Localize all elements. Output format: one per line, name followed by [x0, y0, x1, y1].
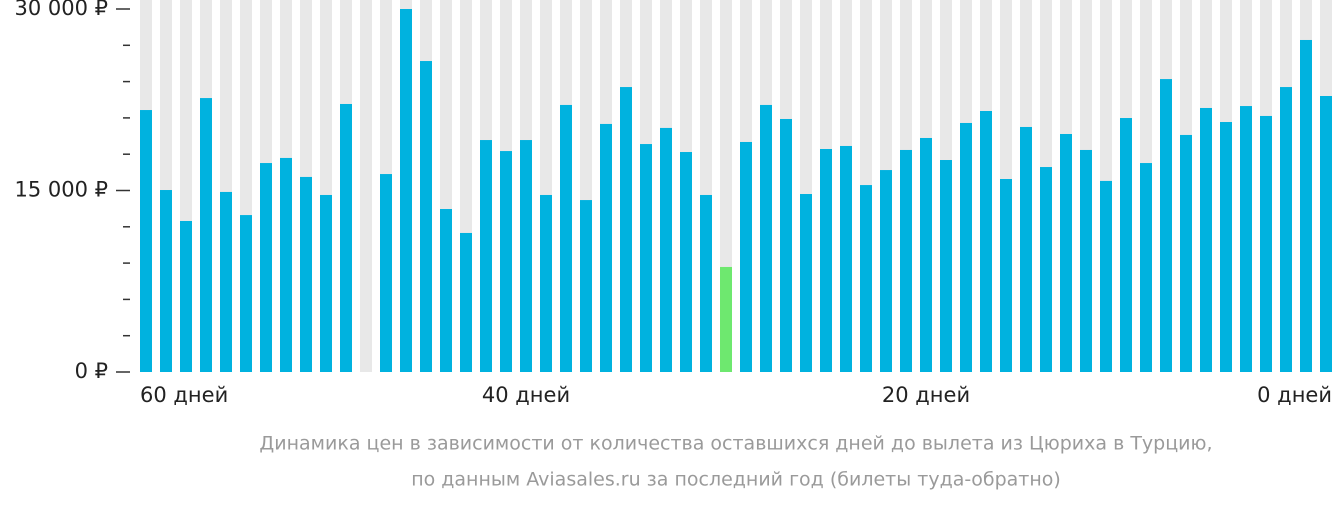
bar — [900, 149, 912, 372]
bar — [1080, 149, 1092, 372]
bar — [580, 200, 592, 372]
bar — [840, 145, 852, 372]
bar — [420, 61, 432, 372]
bar — [160, 190, 172, 372]
bar — [140, 110, 152, 372]
bar — [700, 194, 712, 372]
bar — [220, 191, 232, 372]
bar — [620, 87, 632, 373]
bar — [380, 174, 392, 372]
caption: Динамика цен в зависимости от количества… — [259, 433, 1212, 455]
bar — [1180, 134, 1192, 372]
bar — [1280, 87, 1292, 373]
bar — [980, 111, 992, 373]
bar — [260, 163, 272, 372]
bar — [480, 140, 492, 372]
x-tick-label: 40 дней — [482, 383, 570, 407]
bar — [320, 194, 332, 372]
bar-background — [360, 0, 372, 372]
bar — [540, 194, 552, 372]
y-tick-label: 15 000 ₽ — [14, 178, 108, 202]
bar — [760, 104, 772, 372]
bar — [180, 220, 192, 372]
y-tick-label: 0 ₽ — [75, 359, 108, 383]
bar — [1140, 163, 1152, 372]
bar — [1120, 118, 1132, 373]
bar — [860, 185, 872, 372]
bar — [960, 122, 972, 373]
bar — [200, 98, 212, 372]
bar — [1240, 106, 1252, 373]
bar — [240, 215, 252, 372]
bar — [800, 194, 812, 372]
bar — [680, 152, 692, 372]
bar — [1200, 107, 1212, 372]
bar — [280, 157, 292, 372]
bar — [820, 148, 832, 372]
bar — [1160, 79, 1172, 373]
bar — [1040, 167, 1052, 372]
x-tick-label: 0 дней — [1257, 383, 1332, 407]
bar — [340, 103, 352, 373]
bar — [720, 266, 732, 372]
bar — [740, 141, 752, 372]
bar — [300, 176, 312, 372]
bar — [500, 151, 512, 372]
bar — [1260, 115, 1272, 373]
bar — [1220, 122, 1232, 372]
bar — [940, 160, 952, 372]
caption: по данным Aviasales.ru за последний год … — [411, 469, 1061, 491]
bar — [1020, 126, 1032, 372]
bar — [1320, 95, 1332, 373]
y-tick-label: 30 000 ₽ — [14, 0, 108, 20]
bar — [600, 123, 612, 372]
bar — [780, 118, 792, 372]
bar — [640, 144, 652, 372]
bar — [460, 232, 472, 372]
bar — [1100, 180, 1112, 372]
x-tick-label: 20 дней — [882, 383, 970, 407]
bar — [400, 9, 412, 372]
bar — [660, 127, 672, 373]
bar — [880, 170, 892, 372]
bar — [520, 140, 532, 372]
bar — [440, 209, 452, 372]
bar — [1300, 39, 1312, 372]
bar — [1060, 133, 1072, 372]
x-tick-label: 60 дней — [140, 383, 228, 407]
bar — [560, 104, 572, 372]
bar — [920, 137, 932, 372]
bar — [1000, 179, 1012, 372]
